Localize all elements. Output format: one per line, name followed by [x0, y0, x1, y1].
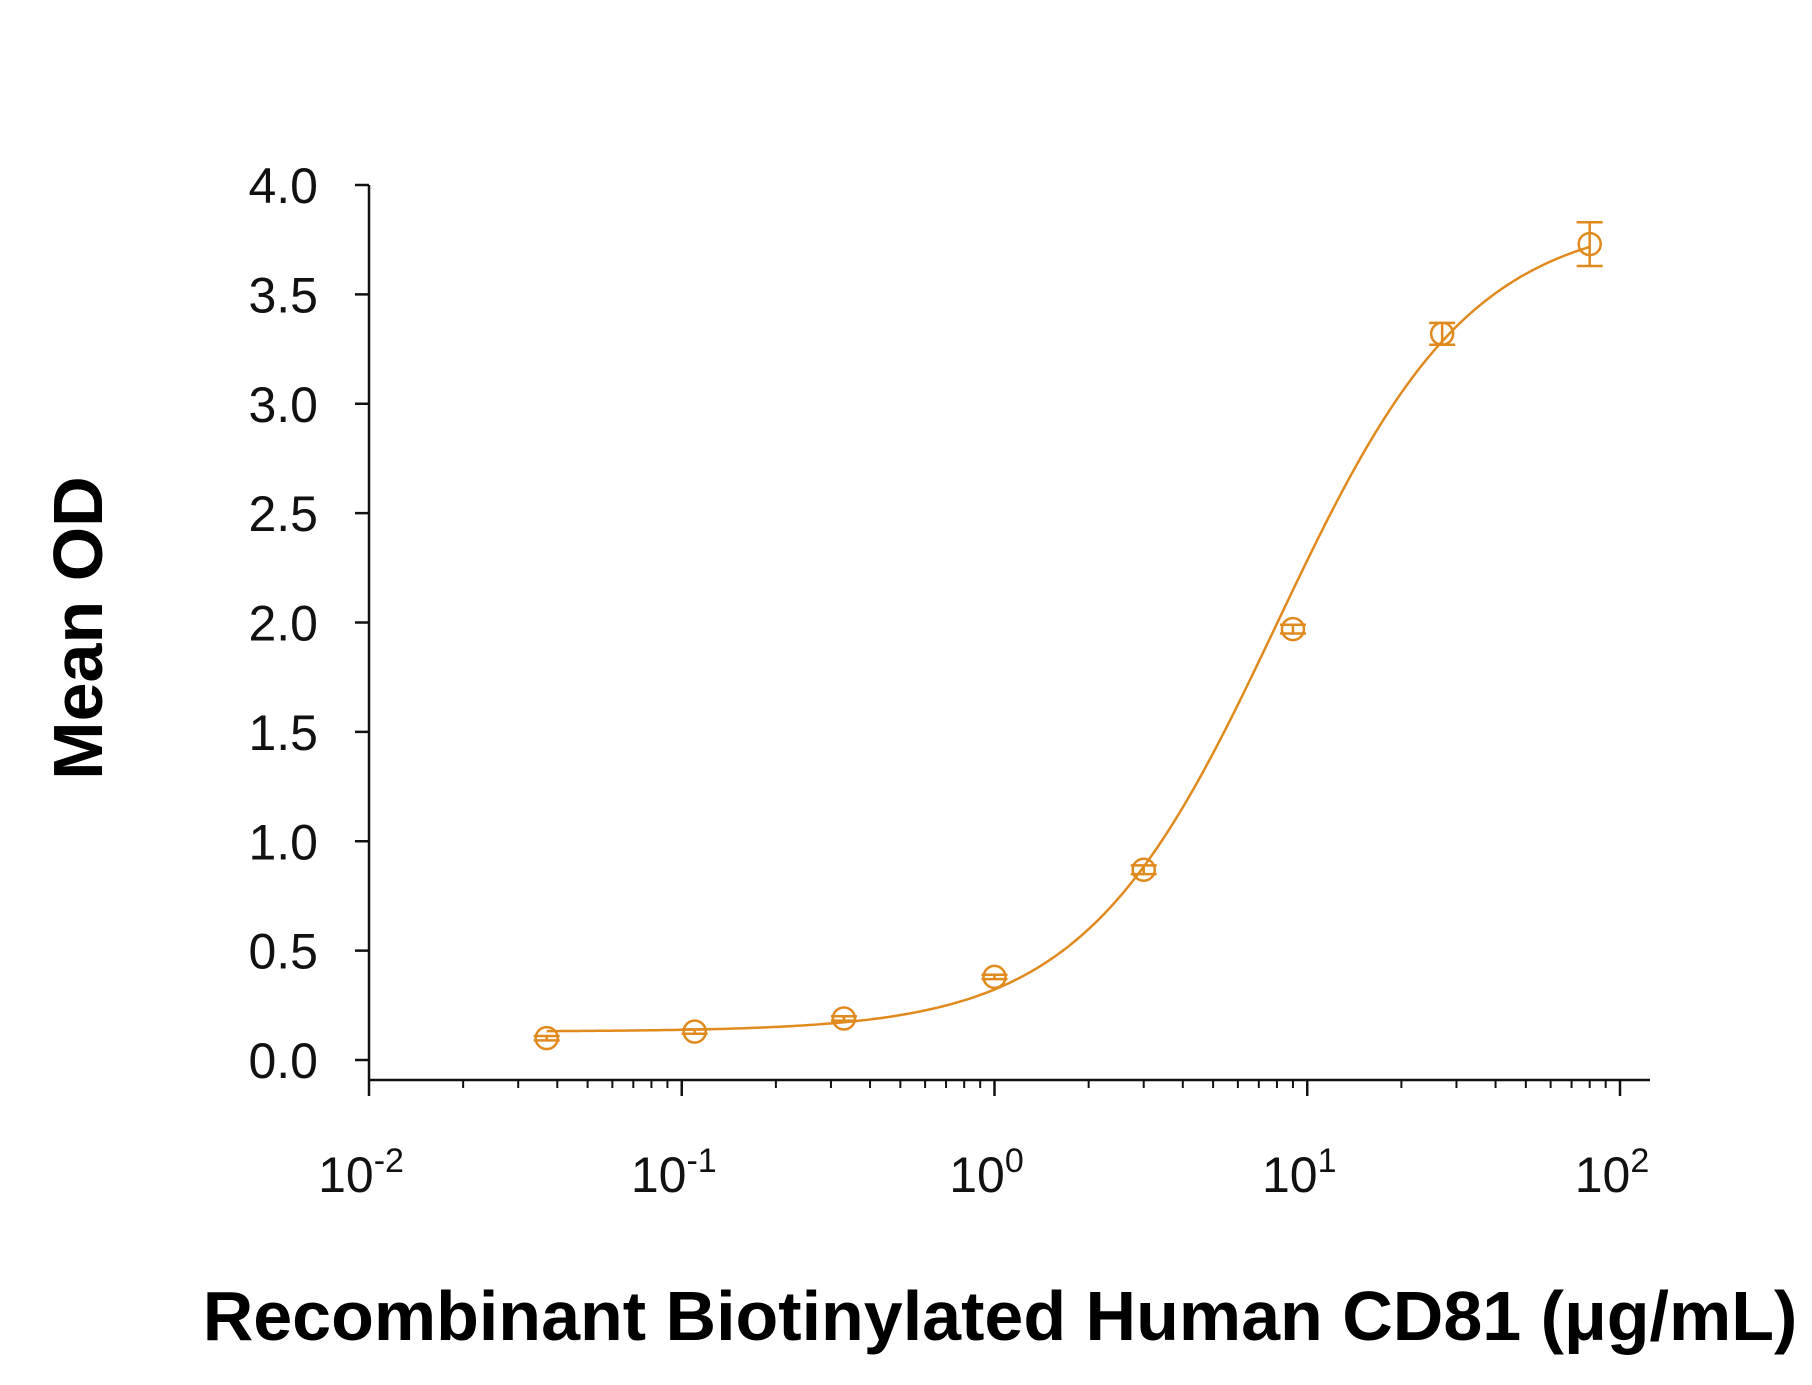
data-points-layer	[533, 220, 1603, 1051]
x-tick-base: 10	[1262, 1147, 1318, 1203]
x-tick-label: 100	[949, 1142, 1024, 1203]
y-tick-label: 1.0	[248, 814, 318, 870]
y-axis-title: Mean OD	[39, 476, 117, 779]
point-marker	[1577, 231, 1602, 257]
x-tick-exponent: -1	[686, 1142, 716, 1180]
x-tick-base: 10	[1575, 1147, 1631, 1203]
x-tick-base: 10	[949, 1147, 1005, 1203]
x-axis-title: Recombinant Biotinylated Human CD81 (μg/…	[203, 1277, 1798, 1355]
axes: 0.00.51.01.52.02.53.03.54.010-2 10-1 100 10…	[248, 158, 1650, 1203]
x-tick-exponent: 2	[1630, 1142, 1649, 1180]
point-marker	[1131, 857, 1156, 882]
fit-curve	[546, 245, 1591, 1033]
data-point	[830, 1006, 857, 1031]
point-marker	[682, 1019, 707, 1044]
data-point	[681, 1019, 708, 1044]
y-tick-label: 3.5	[248, 267, 318, 323]
data-point	[1429, 321, 1456, 346]
y-tick-label: 4.0	[248, 158, 318, 214]
x-tick-base: 10	[318, 1147, 374, 1203]
y-tick-label: 2.0	[248, 596, 318, 652]
data-point	[533, 1025, 560, 1051]
fit-curve-layer	[546, 245, 1591, 1033]
y-tick-label: 0.0	[248, 1033, 318, 1089]
y-tick-label: 2.5	[248, 486, 318, 542]
x-tick-exponent: 1	[1318, 1142, 1337, 1180]
point-marker	[831, 1006, 857, 1031]
x-tick-label: 102	[1575, 1142, 1650, 1203]
x-tick-label: 10-1	[631, 1142, 717, 1203]
x-tick-exponent: -2	[374, 1142, 404, 1180]
y-tick-label: 0.5	[248, 924, 318, 980]
data-point	[981, 964, 1008, 990]
point-marker	[982, 964, 1007, 990]
point-marker	[1429, 321, 1455, 346]
point-marker	[534, 1025, 559, 1051]
data-point	[1576, 220, 1603, 268]
x-tick-base: 10	[631, 1147, 687, 1203]
data-point	[1130, 857, 1157, 882]
x-tick-exponent: 0	[1005, 1142, 1024, 1180]
x-tick-label: 101	[1262, 1142, 1337, 1203]
x-tick-label: 10-2	[318, 1142, 404, 1203]
data-point	[1279, 616, 1306, 642]
point-marker	[1280, 616, 1306, 642]
y-tick-label: 3.0	[248, 377, 318, 433]
y-tick-label: 1.5	[248, 705, 318, 761]
